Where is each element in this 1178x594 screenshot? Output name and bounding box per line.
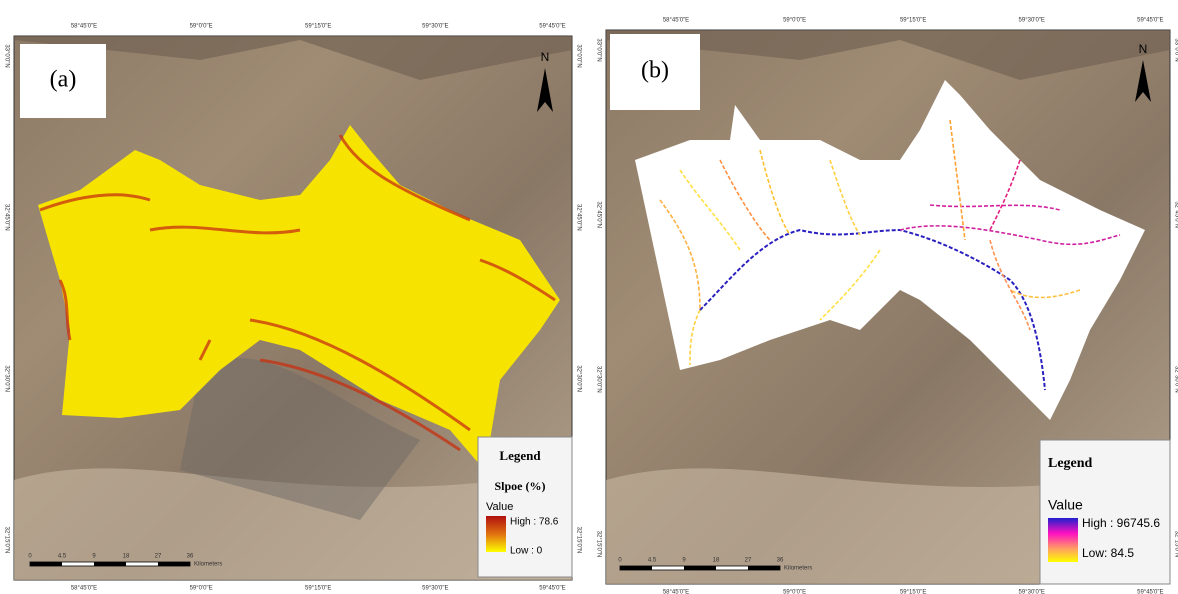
scale-tick: 18 (713, 558, 720, 564)
panel-b: (b) N Legend Value High : 96745.6 Low: 8… (606, 30, 1170, 584)
scale-unit: Kilometers (194, 562, 222, 568)
lon-label: 59°15'0"E (900, 18, 926, 24)
legend-swatch (1048, 518, 1078, 562)
lat-label: 32°15'0"N (595, 531, 601, 558)
legend-high: High : 96745.6 (1082, 516, 1160, 530)
lon-label: 58°45'0"E (663, 590, 689, 594)
lat-label: 32°30'0"N (595, 366, 601, 393)
lat-label: 32°45'0"N (575, 204, 581, 231)
panel-label: (b) (641, 58, 669, 84)
lat-label: 32°30'0"N (1173, 366, 1178, 393)
lon-label: 59°0'0"E (783, 18, 806, 24)
lat-label: 33°0'0"N (575, 44, 581, 67)
lat-label: 32°15'0"N (575, 527, 581, 554)
page: (a) N Legend Slpoe (%) Value High : 78.6… (0, 0, 1178, 594)
lat-label: 33°0'0"N (1173, 38, 1178, 61)
scale-tick: 4.5 (648, 558, 657, 564)
north-label: N (1139, 42, 1148, 56)
lon-label: 59°45'0"E (539, 24, 565, 30)
lon-label: 58°45'0"E (663, 18, 689, 24)
lon-label: 59°0'0"E (190, 586, 213, 592)
legend-low: Low: 84.5 (1082, 546, 1134, 560)
lon-label: 59°15'0"E (305, 586, 331, 592)
lon-label: 58°45'0"E (71, 24, 97, 30)
legend-value: Value (486, 501, 513, 513)
figure: (a) N Legend Slpoe (%) Value High : 78.6… (0, 0, 1178, 594)
lon-label: 58°45'0"E (71, 586, 97, 592)
scale-segment (94, 562, 126, 566)
lon-label: 59°15'0"E (900, 590, 926, 594)
scale-segment (158, 562, 190, 566)
scale-unit: Kilometers (784, 566, 812, 572)
lat-label: 32°45'0"N (595, 201, 601, 228)
scale-tick: 36 (777, 558, 784, 564)
lon-label: 59°30'0"E (422, 586, 448, 592)
lon-label: 59°45'0"E (1137, 18, 1163, 24)
lat-label: 32°15'0"N (1173, 531, 1178, 558)
lon-label: 59°0'0"E (190, 24, 213, 30)
lat-label: 32°15'0"N (3, 527, 9, 554)
lat-label: 32°30'0"N (3, 365, 9, 392)
legend-title: Legend (499, 448, 541, 463)
lat-label: 33°0'0"N (595, 38, 601, 61)
lon-label: 59°0'0"E (783, 590, 806, 594)
legend-value: Value (1048, 497, 1083, 513)
legend-low: Low : 0 (510, 546, 543, 557)
lon-label: 59°30'0"E (422, 24, 448, 30)
scale-segment (684, 566, 716, 570)
scale-tick: 36 (187, 554, 194, 560)
scale-segment (748, 566, 780, 570)
legend-subtitle: Slpoe (%) (495, 479, 546, 493)
panel-label: (a) (50, 67, 77, 93)
lon-label: 59°45'0"E (539, 586, 565, 592)
lon-label: 59°15'0"E (305, 24, 331, 30)
scale-tick: 27 (155, 554, 162, 560)
lat-label: 33°0'0"N (3, 44, 9, 67)
lat-label: 32°45'0"N (1173, 201, 1178, 228)
lon-label: 59°30'0"E (1019, 18, 1045, 24)
legend-title: Legend (1048, 456, 1093, 471)
scale-tick: 27 (745, 558, 752, 564)
scale-segment (30, 562, 62, 566)
lat-label: 32°30'0"N (575, 365, 581, 392)
lat-label: 32°45'0"N (3, 204, 9, 231)
lon-label: 59°45'0"E (1137, 590, 1163, 594)
scale-tick: 4.5 (58, 554, 67, 560)
north-label: N (541, 50, 550, 64)
scale-tick: 18 (123, 554, 130, 560)
scale-segment (620, 566, 652, 570)
legend-swatch (486, 516, 506, 552)
panel-a: (a) N Legend Slpoe (%) Value High : 78.6… (14, 36, 572, 580)
lon-label: 59°30'0"E (1019, 590, 1045, 594)
legend-high: High : 78.6 (510, 517, 559, 528)
